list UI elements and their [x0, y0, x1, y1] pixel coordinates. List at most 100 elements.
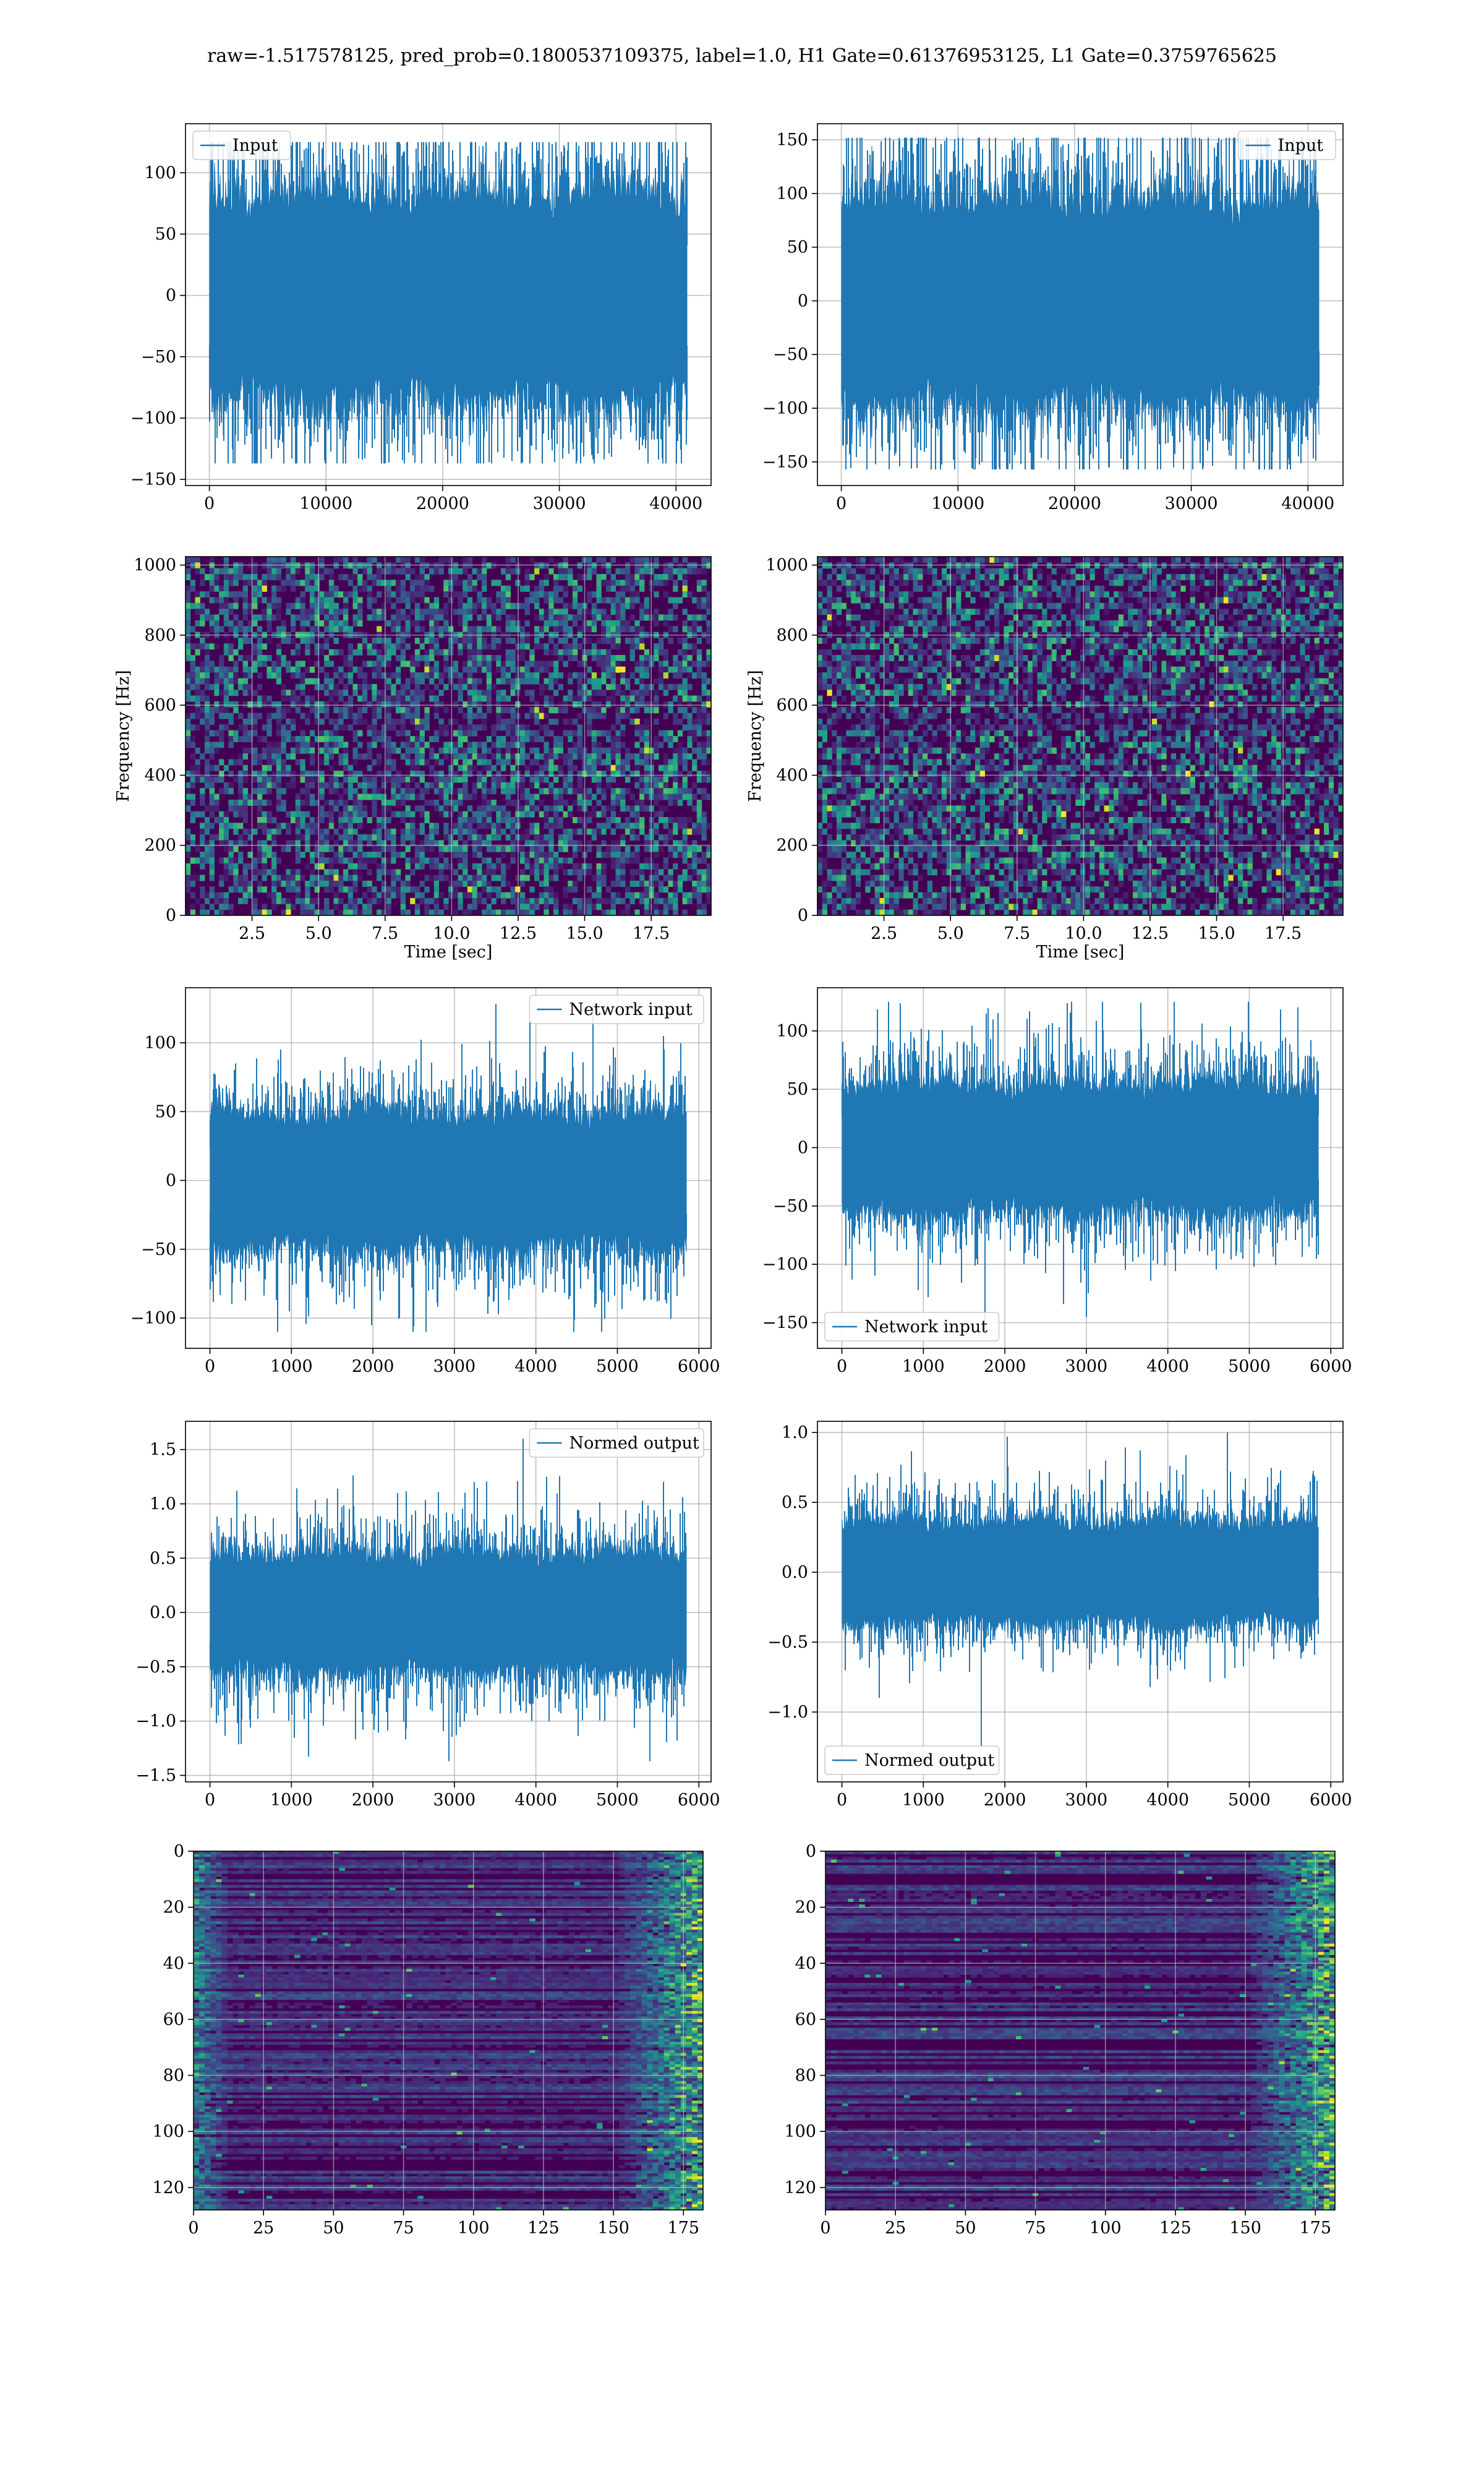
spectrogram-cell [433, 666, 440, 673]
spectrogram-cell [305, 609, 310, 615]
spectrogram-cell [463, 840, 468, 847]
spectrogram-cell [262, 886, 267, 893]
spectrogram-cell [677, 788, 683, 795]
spectrogram-cell [482, 805, 487, 812]
spectrogram-cell [186, 614, 191, 621]
spectrogram-cell [271, 828, 277, 835]
spectrogram-cell [501, 909, 506, 915]
spectrogram-cell [333, 672, 339, 679]
spectrogram-cell [687, 875, 693, 881]
spectrogram-cell [687, 817, 693, 823]
spectrogram-cell [668, 597, 673, 604]
spectrogram-cell [1080, 562, 1086, 569]
spectrogram-cell [568, 904, 573, 910]
spectrogram-cell [362, 753, 368, 760]
spectrogram-cell [281, 771, 286, 777]
spectrogram-cell [1200, 574, 1205, 581]
spectrogram-cell [568, 782, 573, 789]
spectrogram-cell [204, 747, 210, 754]
spectrogram-cell [377, 690, 382, 696]
spectrogram-cell [309, 580, 315, 586]
spectrogram-cell [257, 857, 263, 864]
spectrogram-cell [396, 730, 401, 737]
spectrogram-cell [300, 602, 305, 609]
spectrogram-cell [975, 557, 981, 563]
spectrogram-cell [1065, 580, 1072, 586]
spectrogram-cell [433, 892, 440, 899]
spectrogram-cell [309, 574, 315, 581]
spectrogram-cell [291, 557, 296, 563]
spectrogram-cell [300, 759, 305, 766]
spectrogram-cell [1324, 591, 1329, 598]
spectrogram-cell [348, 643, 353, 650]
spectrogram-cell [1166, 591, 1172, 598]
spectrogram-cell [615, 788, 621, 795]
spectrogram-cell [505, 718, 511, 725]
spectrogram-cell [252, 690, 258, 696]
spectrogram-cell [377, 609, 382, 615]
spectrogram-cell [333, 880, 339, 887]
spectrogram-cell [343, 683, 349, 690]
spectrogram-cell [281, 585, 286, 592]
spectrogram-cell [1109, 557, 1114, 563]
spectrogram-cell [204, 852, 210, 858]
spectrogram-cell [482, 794, 487, 800]
spectrogram-cell [271, 574, 277, 581]
spectrogram-cell [496, 753, 501, 760]
spectrogram-cell [486, 626, 492, 633]
spectrogram-cell [319, 649, 325, 656]
spectrogram-cell [1090, 557, 1095, 563]
spectrogram-cell [343, 904, 349, 910]
spectrogram-cell [233, 614, 239, 621]
spectrogram-cell [262, 574, 267, 581]
spectrogram-cell [257, 649, 263, 656]
spectrogram-cell [357, 771, 363, 777]
y-tick-label: 0 [166, 286, 176, 306]
spectrogram-cell [482, 661, 487, 667]
spectrogram-cell [324, 672, 330, 679]
spectrogram-cell [405, 713, 411, 719]
spectrogram-cell [286, 782, 291, 789]
spectrogram-cell [1118, 574, 1124, 581]
spectrogram-cell [548, 683, 554, 690]
spectrogram-cell [984, 568, 990, 575]
spectrogram-cell [596, 753, 602, 760]
spectrogram-cell [687, 863, 693, 870]
spectrogram-cell [472, 666, 477, 673]
spectrogram-cell [271, 880, 277, 887]
spectrogram-cell [591, 764, 597, 771]
spectrogram-cell [209, 568, 215, 575]
spectrogram-cell [1309, 580, 1315, 586]
spectrogram-cell [505, 799, 511, 806]
spectrogram-cell [1204, 557, 1210, 563]
spectrogram-cell [372, 666, 377, 673]
spectrogram-cell [286, 764, 291, 771]
spectrogram-cell [625, 805, 631, 812]
spectrogram-cell [989, 602, 995, 609]
spectrogram-cell [644, 776, 650, 783]
spectrogram-cell [501, 609, 506, 615]
spectrogram-cell [305, 886, 310, 893]
spectrogram-cell [267, 713, 272, 719]
spectrogram-cell [252, 580, 258, 586]
spectrogram-cell [276, 666, 282, 673]
spectrogram-cell [377, 707, 382, 714]
spectrogram-cell [267, 811, 272, 818]
spectrogram-cell [472, 568, 477, 575]
spectrogram-cell [362, 585, 368, 592]
spectrogram-cell [558, 701, 563, 708]
spectrogram-cell [644, 730, 650, 737]
spectrogram-cell [391, 776, 396, 783]
spectrogram-cell [841, 574, 846, 581]
spectrogram-cell [501, 869, 506, 876]
spectrogram-cell [534, 782, 540, 789]
spectrogram-cell [1242, 580, 1248, 586]
spectrogram-cell [491, 799, 497, 806]
spectrogram-cell [276, 828, 282, 835]
spectrogram-cell [1300, 574, 1305, 581]
spectrogram-cell [701, 904, 707, 910]
spectrogram-cell [529, 799, 535, 806]
spectrogram-cell [381, 892, 387, 899]
spectrogram-cell [563, 845, 568, 852]
spectrogram-cell [343, 707, 349, 714]
